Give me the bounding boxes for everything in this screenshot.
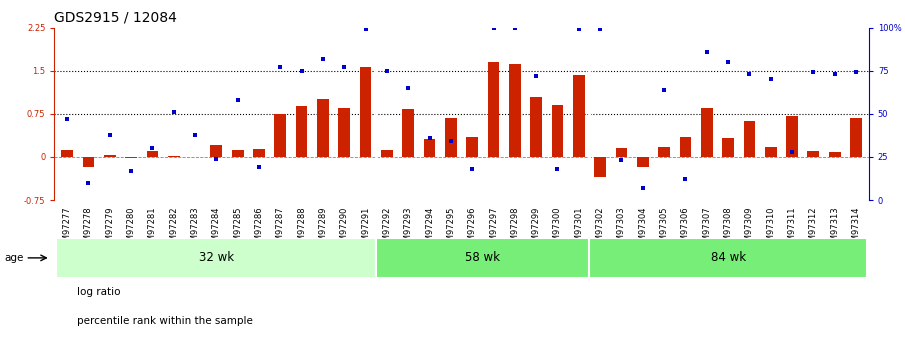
Bar [232, 150, 243, 157]
Point [231, 97, 245, 103]
Point [252, 165, 266, 170]
Point [550, 166, 565, 172]
Point [209, 156, 224, 161]
Bar [488, 62, 500, 157]
Bar [403, 109, 414, 157]
Point [529, 73, 543, 79]
Bar [637, 157, 649, 167]
Bar [62, 150, 73, 157]
Text: age: age [5, 253, 24, 263]
Point [60, 116, 74, 122]
Bar [424, 139, 435, 157]
Point [508, 25, 522, 30]
Bar [786, 116, 798, 157]
Bar [317, 99, 329, 157]
Point [337, 65, 351, 70]
Point [423, 135, 437, 141]
Point [700, 49, 714, 55]
Text: 58 wk: 58 wk [465, 252, 500, 264]
Bar [359, 67, 371, 157]
Bar [466, 137, 478, 157]
Bar [211, 145, 223, 157]
Bar [56, 238, 376, 278]
Point [806, 70, 821, 75]
Text: 84 wk: 84 wk [710, 252, 746, 264]
Bar [658, 147, 670, 157]
Bar [376, 238, 589, 278]
Bar [253, 149, 265, 157]
Bar [850, 118, 862, 157]
Point [657, 87, 672, 92]
Point [849, 70, 863, 75]
Bar [125, 157, 137, 158]
Bar [338, 108, 350, 157]
Point [401, 85, 415, 91]
Point [167, 109, 181, 115]
Point [358, 27, 373, 32]
Bar [573, 75, 585, 157]
Bar [147, 151, 158, 157]
Bar [381, 150, 393, 157]
Point [678, 177, 692, 182]
Bar [296, 106, 308, 157]
Bar [744, 121, 756, 157]
Bar [445, 118, 457, 157]
Point [465, 166, 480, 172]
Point [764, 77, 778, 82]
Bar [167, 156, 179, 157]
Text: log ratio: log ratio [77, 287, 120, 296]
Point [273, 65, 288, 70]
Point [593, 27, 607, 32]
Point [486, 25, 500, 30]
Bar [530, 97, 542, 157]
Text: 32 wk: 32 wk [199, 252, 233, 264]
Text: percentile rank within the sample: percentile rank within the sample [77, 316, 252, 326]
Bar [829, 152, 841, 157]
Point [124, 168, 138, 174]
Point [102, 132, 117, 137]
Point [380, 68, 395, 73]
Bar [680, 137, 691, 157]
Point [145, 146, 159, 151]
Point [443, 139, 458, 144]
Point [81, 180, 96, 186]
Bar [615, 148, 627, 157]
Bar [274, 114, 286, 157]
Text: GDS2915 / 12084: GDS2915 / 12084 [54, 10, 177, 24]
Point [294, 68, 309, 73]
Point [316, 56, 330, 61]
Bar [722, 138, 734, 157]
Bar [595, 157, 606, 177]
Bar [552, 105, 563, 157]
Point [187, 132, 202, 137]
Point [721, 59, 736, 65]
Point [785, 149, 799, 155]
Point [827, 71, 842, 77]
Bar [700, 108, 712, 157]
Bar [82, 157, 94, 167]
Bar [589, 238, 867, 278]
Bar [509, 64, 520, 157]
Point [742, 71, 757, 77]
Bar [807, 151, 819, 157]
Point [572, 27, 586, 32]
Point [614, 158, 629, 163]
Bar [765, 147, 776, 157]
Bar [104, 155, 116, 157]
Point [635, 185, 650, 191]
